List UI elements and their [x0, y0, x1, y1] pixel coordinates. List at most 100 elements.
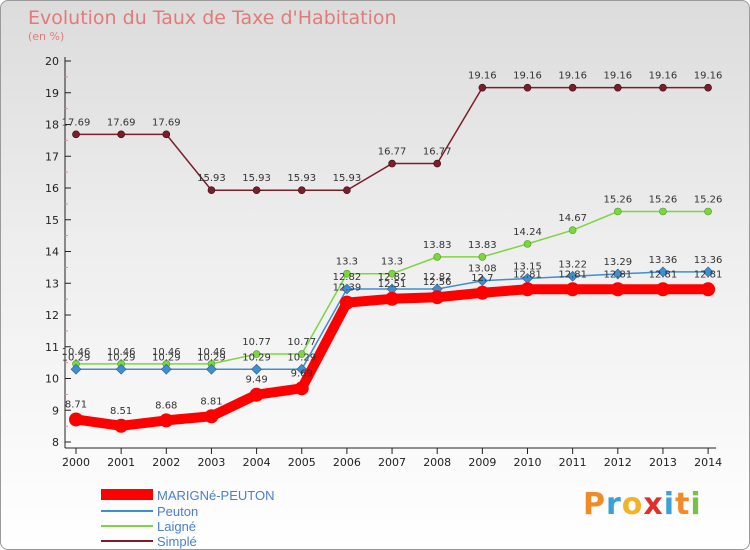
y-tick-label: 10 [45, 373, 59, 386]
data-point-peuton [702, 266, 714, 278]
data-label-simpl-: 19.16 [558, 71, 587, 82]
data-point-marigne-peuton [430, 290, 445, 305]
data-label-marign-peuton: 8.51 [110, 406, 132, 417]
x-tick-label: 2012 [604, 456, 632, 469]
data-point-simpl- [388, 159, 396, 168]
data-label-laign-: 14.24 [513, 227, 542, 238]
x-tick-label: 2006 [333, 456, 361, 469]
x-tick-label: 2003 [197, 456, 225, 469]
data-point-laign- [433, 253, 442, 261]
data-point-marigne-peuton [565, 282, 580, 297]
data-label-simpl-: 19.16 [513, 71, 542, 82]
y-tick-label: 16 [45, 182, 59, 195]
data-label-peuton: 10.29 [107, 352, 136, 363]
x-tick-label: 2001 [107, 456, 135, 469]
x-tick-label: 2014 [694, 456, 722, 469]
y-tick-label: 12 [45, 309, 59, 322]
data-label-laign-: 10.46 [107, 347, 136, 358]
data-point-peuton [341, 283, 353, 295]
legend-swatch-marign-peuton [101, 489, 153, 500]
data-point-peuton [296, 363, 308, 375]
data-point-laign- [704, 207, 712, 216]
data-point-peuton [160, 363, 172, 375]
x-tick-label: 2010 [514, 456, 542, 469]
data-point-laign- [297, 350, 306, 358]
x-tick-label: 2009 [468, 456, 496, 469]
data-point-marigne-peuton [294, 381, 309, 396]
data-point-laign- [568, 226, 577, 235]
data-label-simpl-: 17.69 [152, 117, 181, 128]
data-label-simpl-: 19.16 [468, 71, 497, 82]
data-label-laign-: 13.83 [423, 240, 452, 251]
data-label-marign-peuton: 8.71 [65, 399, 87, 410]
y-axis-unit: (en %) [28, 30, 65, 43]
x-tick-label: 2002 [152, 456, 180, 469]
data-label-marign-peuton: 12.81 [694, 269, 723, 280]
data-point-laign- [478, 253, 487, 261]
data-point-simpl- [568, 83, 577, 92]
data-point-peuton [476, 275, 488, 287]
data-label-simpl-: 15.93 [287, 173, 316, 184]
data-point-laign- [613, 207, 622, 216]
data-label-laign-: 15.26 [694, 194, 723, 205]
y-tick-label: 19 [45, 87, 59, 100]
data-point-simpl- [523, 83, 532, 92]
series-line-simpl- [76, 86, 709, 191]
data-point-simpl- [297, 186, 306, 195]
legend-label-peuton: Peuton [157, 504, 198, 519]
data-label-simpl-: 19.16 [603, 71, 632, 82]
data-point-peuton [206, 363, 217, 375]
data-label-laign-: 13.3 [381, 257, 403, 268]
data-label-peuton: 13.22 [558, 259, 587, 270]
data-point-laign- [343, 269, 351, 278]
data-point-simpl- [72, 130, 80, 139]
y-tick-label: 8 [52, 436, 59, 449]
x-tick-label: 2005 [288, 456, 316, 469]
data-point-simpl- [704, 83, 712, 92]
y-tick-label: 9 [52, 404, 59, 417]
data-label-marign-peuton: 12.81 [513, 269, 542, 280]
y-tick-label: 14 [45, 246, 59, 259]
data-label-laign-: 14.67 [558, 213, 587, 224]
y-tick-label: 15 [45, 214, 59, 227]
data-label-peuton: 13.08 [468, 264, 497, 275]
data-point-simpl- [252, 186, 261, 195]
data-point-marigne-peuton [610, 282, 625, 297]
data-point-marigne-peuton [69, 412, 83, 427]
data-point-simpl- [478, 83, 487, 92]
legend-label-simpl-: Simplé [157, 534, 197, 549]
data-point-marigne-peuton [249, 387, 264, 402]
data-label-laign-: 13.83 [468, 240, 497, 251]
legend-label-marign-peuton: MARIGNé-PEUTON [157, 488, 275, 503]
data-point-simpl- [162, 130, 171, 139]
data-label-laign-: 15.26 [603, 194, 632, 205]
x-tick-label: 2007 [378, 456, 406, 469]
chart-title: Evolution du Taux de Taxe d'Habitation [28, 7, 397, 29]
data-label-peuton: 12.82 [333, 272, 362, 283]
data-point-peuton [386, 283, 398, 295]
data-label-simpl-: 19.16 [694, 71, 723, 82]
data-label-marign-peuton: 12.56 [423, 277, 452, 288]
data-label-marign-peuton: 12.81 [558, 269, 587, 280]
data-label-marign-peuton: 12.51 [378, 279, 407, 290]
data-label-peuton: 10.29 [242, 352, 271, 363]
y-tick-label: 20 [45, 55, 59, 68]
x-tick-label: 2000 [62, 456, 90, 469]
data-label-laign-: 13.3 [336, 257, 358, 268]
data-label-marign-peuton: 12.81 [603, 269, 632, 280]
data-label-peuton: 13.29 [603, 257, 632, 268]
data-point-laign- [523, 240, 532, 248]
data-label-peuton: 13.15 [513, 261, 542, 272]
data-label-peuton: 12.82 [378, 272, 407, 283]
data-label-simpl-: 15.93 [197, 173, 226, 184]
data-label-simpl-: 15.93 [333, 173, 362, 184]
data-label-marign-peuton: 8.68 [155, 400, 177, 411]
data-point-marigne-peuton [159, 413, 174, 428]
data-point-peuton [251, 363, 262, 375]
x-tick-label: 2013 [649, 456, 677, 469]
x-tick-label: 2008 [423, 456, 451, 469]
data-label-laign-: 10.77 [287, 337, 316, 348]
data-point-simpl- [613, 83, 622, 92]
